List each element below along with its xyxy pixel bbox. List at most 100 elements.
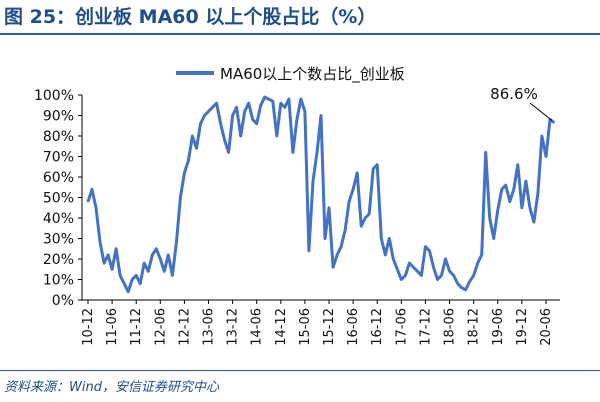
data-point (163, 270, 166, 273)
data-point (199, 122, 202, 125)
annotation-label: 86.6% (490, 85, 538, 103)
data-point (115, 247, 118, 250)
data-point (496, 208, 499, 211)
data-point (380, 237, 383, 240)
data-point (460, 286, 463, 289)
data-point (167, 254, 170, 256)
x-tick-label: 16-06 (346, 308, 361, 346)
data-point (480, 254, 483, 256)
data-point (211, 106, 214, 109)
data-point (107, 254, 109, 256)
data-point (215, 102, 218, 105)
data-point (500, 188, 503, 191)
x-tick-label: 10-12 (81, 308, 96, 346)
data-point (187, 159, 190, 162)
series-line (86, 95, 555, 294)
data-point (247, 102, 250, 105)
data-point (553, 121, 555, 124)
data-point (103, 262, 105, 264)
data-point (340, 245, 342, 248)
figure-title: 图 25：创业板 MA60 以上个股占比（%） (4, 6, 377, 28)
data-point (223, 139, 226, 142)
data-point (404, 274, 407, 277)
data-point (255, 122, 258, 125)
x-tick-label: 14-06 (250, 308, 265, 346)
data-point (251, 118, 254, 121)
data-point (295, 118, 298, 121)
data-point (452, 274, 455, 277)
data-point (147, 270, 150, 273)
data-point (139, 282, 142, 285)
data-point (111, 268, 114, 271)
data-point (195, 147, 198, 150)
data-point (283, 106, 286, 109)
data-point (432, 266, 435, 269)
chart-annotation: 86.6% (490, 85, 553, 121)
x-tick-label: 18-06 (443, 308, 458, 346)
data-point (408, 262, 411, 264)
data-point (440, 274, 443, 277)
y-tick-label: 10% (43, 273, 74, 289)
data-point (476, 262, 479, 264)
data-point (368, 213, 371, 215)
data-point (360, 225, 363, 228)
data-point (99, 241, 101, 244)
y-tick-label: 0% (52, 293, 74, 309)
data-point (508, 200, 511, 203)
data-point (239, 135, 242, 137)
data-point (324, 237, 326, 240)
x-tick-label: 11-12 (129, 308, 144, 346)
data-point (448, 270, 451, 273)
data-point (231, 114, 234, 117)
data-point (336, 254, 338, 256)
data-point (364, 217, 367, 219)
annotation-leader (529, 102, 553, 121)
data-point (456, 282, 459, 285)
data-point (420, 274, 423, 277)
data-point (388, 237, 391, 240)
data-point (545, 155, 547, 158)
data-point (259, 104, 262, 107)
data-point (267, 98, 270, 100)
data-point (316, 151, 318, 154)
data-point (392, 258, 395, 260)
data-point (183, 172, 186, 174)
data-point (541, 135, 543, 137)
x-tick-label: 16-12 (370, 308, 385, 346)
data-point (155, 247, 158, 250)
data-point (396, 268, 399, 271)
y-tick-label: 90% (43, 109, 74, 125)
data-point (135, 274, 138, 277)
x-tick-label: 12-12 (177, 308, 192, 346)
data-point (484, 151, 487, 154)
data-point (424, 245, 427, 248)
x-tick-label: 13-06 (202, 308, 217, 346)
source-note: 资料来源：Wind，安信证券研究中心 (4, 380, 219, 395)
x-tick-label: 19-06 (491, 308, 506, 346)
data-point (328, 206, 330, 209)
data-point (320, 114, 322, 117)
x-tick-label: 13-12 (226, 308, 241, 346)
data-point (271, 100, 274, 103)
data-point (472, 274, 475, 277)
data-point (243, 110, 246, 113)
data-point (179, 196, 182, 199)
y-tick-label: 40% (43, 211, 74, 227)
x-tick-label: 15-12 (322, 308, 337, 346)
data-point (428, 249, 431, 252)
data-point (227, 151, 230, 154)
data-point (504, 184, 507, 187)
data-point (119, 274, 122, 277)
data-point (95, 206, 97, 209)
x-tick-label: 14-12 (274, 308, 289, 346)
data-point (512, 188, 515, 191)
data-point (520, 206, 523, 209)
data-point (279, 102, 282, 105)
data-point (356, 172, 359, 174)
data-point (207, 110, 210, 113)
data-point (291, 151, 294, 154)
data-point (91, 188, 93, 191)
data-point (143, 262, 146, 264)
data-point (516, 163, 519, 166)
data-point (300, 98, 302, 100)
